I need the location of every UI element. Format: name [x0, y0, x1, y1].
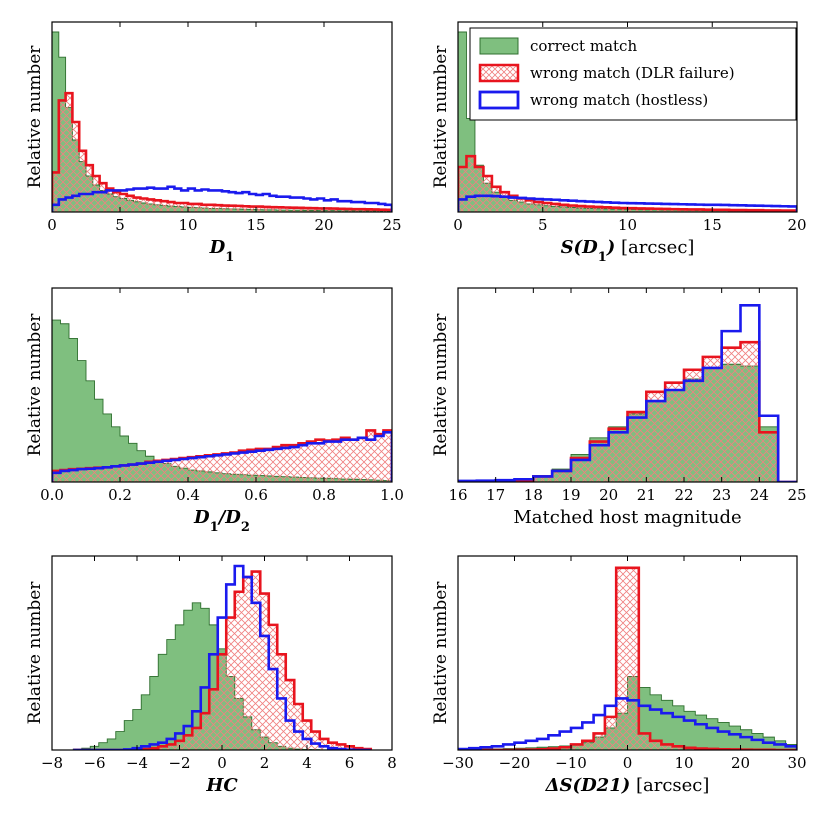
x-tick-label: 0 [453, 216, 463, 234]
panel-middle-right: 16 17 18 19 20 21 22 23 24 25 Relative number Match… [431, 287, 807, 528]
series-hostless [458, 304, 797, 482]
axes-frame [457, 287, 798, 483]
series-dlr-failure-hatch [458, 156, 797, 212]
x-axis-label: D1 [209, 237, 235, 265]
x-tick-label: 10 [618, 216, 637, 234]
x-tick-label: 24 [750, 486, 769, 504]
x-axis-label: Matched host magnitude [513, 507, 741, 528]
x-tick-label: 0.4 [176, 486, 200, 504]
x-tick-label: 21 [637, 486, 656, 504]
x-tick-label: 25 [787, 486, 806, 504]
x-tick-label: 22 [674, 486, 693, 504]
x-tick-label: 0.0 [40, 486, 64, 504]
x-tick-label: 10 [674, 754, 693, 772]
series-dlr-failure [458, 154, 797, 212]
series-hostless [458, 697, 797, 750]
plot-area [52, 31, 392, 212]
x-tick-label: 0.2 [108, 486, 132, 504]
x-tick-label: 2 [260, 754, 270, 772]
x-tick-label: 18 [524, 486, 543, 504]
panel-top-left: 0 5 10 15 20 25 Relative number D1 [25, 21, 402, 265]
legend-label-dlr: wrong match (DLR failure) [530, 64, 735, 82]
plot-area [72, 564, 373, 750]
x-tick-label: −4 [126, 754, 148, 772]
x-tick-label: 4 [302, 754, 312, 772]
x-axis-label: S(D1) [arcsec] [561, 237, 695, 265]
x-tick-label: −10 [555, 754, 587, 772]
y-axis-label: Relative number [25, 313, 45, 457]
x-tick-label: 16 [448, 486, 467, 504]
x-tick-label: 5 [115, 216, 125, 234]
y-axis-label: Relative number [25, 45, 45, 189]
series-hostless [52, 431, 392, 482]
x-tick-label: 23 [712, 486, 731, 504]
legend-swatch-hostless [478, 90, 520, 110]
x-tick-label: 20 [314, 216, 333, 234]
series-dlr-failure-hatch [458, 567, 797, 750]
x-tick-label: 1.0 [380, 486, 404, 504]
x-tick-label: 17 [486, 486, 505, 504]
legend-label-hostless: wrong match (hostless) [530, 91, 708, 109]
axes-frame [51, 21, 393, 213]
legend-box [469, 27, 797, 121]
x-tick-label: 15 [703, 216, 722, 234]
x-tick-label: 20 [599, 486, 618, 504]
panel-bottom-right: −30 −20 −10 0 10 20 30 Relative number ΔS(D21) [… [431, 555, 807, 796]
y-axis-label: Relative number [431, 45, 451, 189]
y-axis-label: Relative number [25, 581, 45, 725]
series-dlr-failure [73, 570, 373, 750]
x-tick-label: 5 [538, 216, 548, 234]
legend-swatch-dlr [478, 63, 520, 83]
x-tick-label: 25 [382, 216, 401, 234]
x-axis-label: ΔS(D21) [arcsec] [545, 775, 710, 796]
panel-middle-left: 0.0 0.2 0.4 0.6 0.8 1.0 Relative number D1/D2 [25, 287, 404, 535]
panel-top-right: 0 5 10 15 20 Relative number S(D1) [arcsec] cor… [431, 21, 807, 265]
x-tick-label: 0.8 [312, 486, 336, 504]
legend: correct match wrong match (DLR failure) wr… [469, 27, 797, 121]
x-tick-label: −2 [168, 754, 190, 772]
x-tick-label: 0.6 [244, 486, 268, 504]
x-tick-label: −30 [442, 754, 474, 772]
plot-area [458, 566, 797, 750]
y-axis-label: Relative number [431, 581, 451, 725]
x-tick-label: −8 [41, 754, 63, 772]
x-axis-label: D1/D2 [193, 507, 250, 535]
y-axis-label: Relative number [431, 313, 451, 457]
plot-area [458, 31, 797, 212]
axes-frame [51, 287, 393, 483]
x-tick-label: 0 [217, 754, 227, 772]
x-tick-label: −20 [499, 754, 531, 772]
panel-bottom-left: −8 −6 −4 −2 0 2 4 6 8 Relative number HC [25, 555, 397, 796]
x-axis-label: HC [205, 775, 238, 796]
x-tick-label: 8 [387, 754, 397, 772]
series-dlr-failure-hatch [52, 93, 392, 212]
plot-area [52, 319, 392, 482]
x-tick-label: 20 [787, 216, 806, 234]
series-hostless [458, 194, 797, 212]
legend-label-correct: correct match [530, 37, 637, 55]
plot-area [458, 304, 797, 482]
series-dlr-failure-hatch [73, 571, 371, 750]
x-tick-label: 10 [178, 216, 197, 234]
x-tick-label: 30 [787, 754, 806, 772]
x-tick-label: 19 [561, 486, 580, 504]
x-tick-label: 6 [345, 754, 355, 772]
x-tick-label: 20 [731, 754, 750, 772]
legend-swatch-correct [479, 37, 519, 55]
series-hostless [52, 185, 392, 212]
x-tick-label: −6 [83, 754, 105, 772]
x-tick-label: 0 [623, 754, 633, 772]
series-hostless [73, 564, 371, 750]
x-tick-label: 15 [246, 216, 265, 234]
x-tick-label: 0 [47, 216, 57, 234]
series-dlr-failure [52, 91, 392, 212]
